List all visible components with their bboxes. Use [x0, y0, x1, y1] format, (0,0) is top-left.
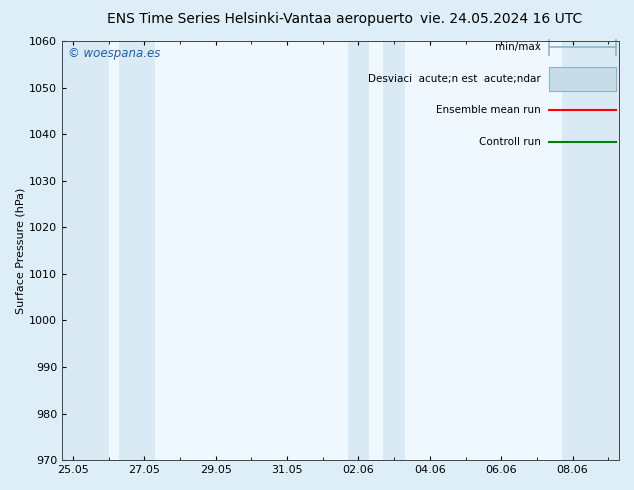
Text: Controll run: Controll run: [479, 137, 541, 147]
Text: min/max: min/max: [495, 42, 541, 52]
Text: © woespana.es: © woespana.es: [68, 48, 160, 60]
Bar: [550, 67, 616, 91]
Bar: [119, 41, 155, 460]
Text: Ensemble mean run: Ensemble mean run: [436, 105, 541, 115]
Text: ENS Time Series Helsinki-Vantaa aeropuerto: ENS Time Series Helsinki-Vantaa aeropuer…: [107, 12, 413, 26]
Text: vie. 24.05.2024 16 UTC: vie. 24.05.2024 16 UTC: [420, 12, 582, 26]
Bar: [384, 41, 405, 460]
Bar: [62, 41, 108, 460]
Bar: [562, 41, 619, 460]
Y-axis label: Surface Pressure (hPa): Surface Pressure (hPa): [15, 187, 25, 314]
Bar: [347, 41, 369, 460]
Text: Desviaci  acute;n est  acute;ndar: Desviaci acute;n est acute;ndar: [368, 74, 541, 84]
